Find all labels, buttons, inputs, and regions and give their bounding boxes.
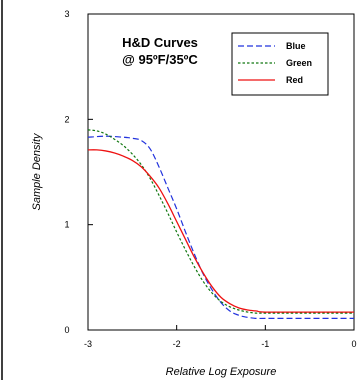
legend-label-red: Red [286, 75, 303, 85]
y-axis-title: Sample Density [31, 132, 43, 211]
y-tick-label: 2 [64, 114, 69, 124]
chart-subtitle: @ 95ºF/35ºC [122, 52, 198, 67]
series-line-blue [87, 135, 354, 320]
x-tick-label: -2 [173, 339, 181, 349]
y-tick-label: 0 [64, 325, 69, 335]
legend-label-blue: Blue [286, 41, 306, 51]
series-line-green [87, 129, 354, 314]
chart-title: H&D Curves [122, 35, 198, 50]
y-axis-ticks: 0 1 2 3 [64, 9, 93, 335]
y-tick-label: 1 [64, 220, 69, 230]
legend-box [231, 32, 329, 96]
x-axis-title: Relative Log Exposure [166, 366, 277, 378]
legend-label-green: Green [286, 58, 312, 68]
x-axis-ticks: -3 -2 -1 0 [84, 325, 357, 349]
x-tick-label: 0 [351, 339, 356, 349]
series-layer [87, 129, 354, 320]
x-tick-label: -3 [84, 339, 92, 349]
x-tick-label: -1 [261, 339, 269, 349]
legend: Blue Green Red [231, 32, 329, 96]
series-line-red [87, 149, 354, 313]
plot-area-frame [87, 13, 355, 331]
y-tick-label: 3 [64, 9, 69, 19]
